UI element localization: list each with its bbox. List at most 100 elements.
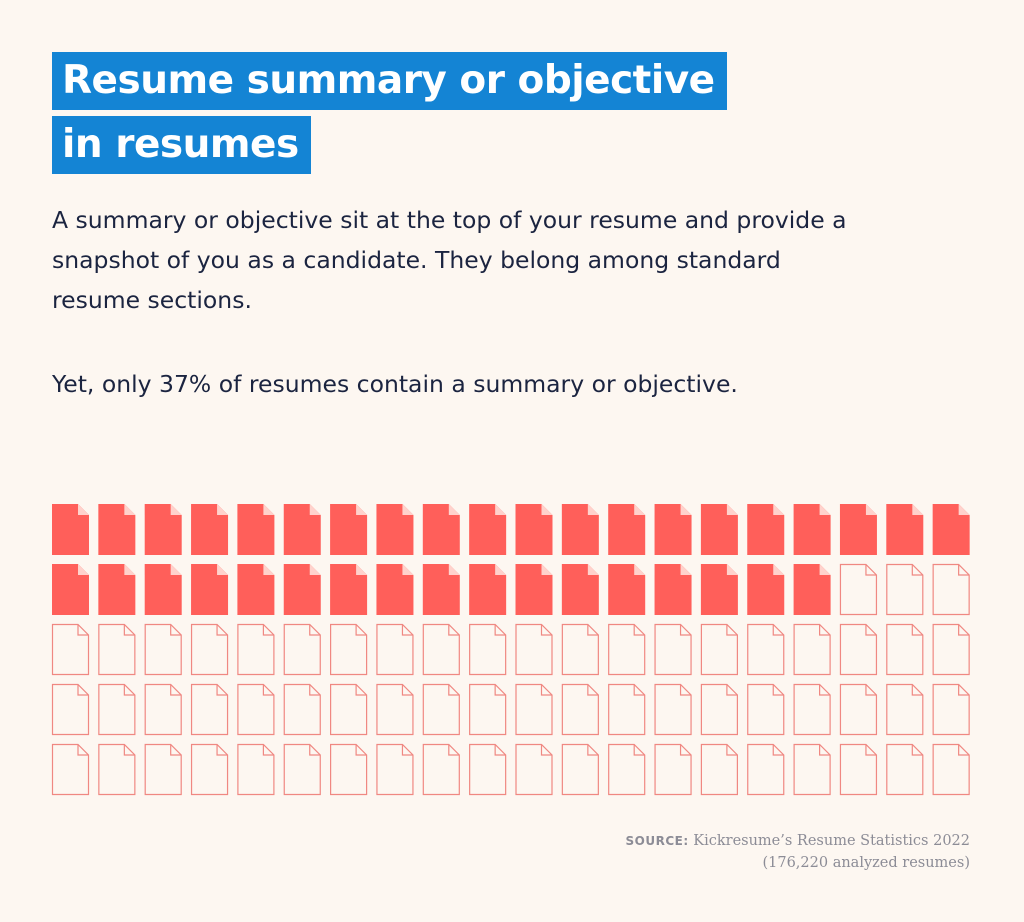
source-label: SOURCE: xyxy=(625,834,689,848)
document-icon-empty xyxy=(793,683,831,736)
document-icon-empty xyxy=(932,743,970,796)
document-icon-empty xyxy=(608,683,646,736)
document-icon-filled xyxy=(469,564,507,615)
document-icon-filled xyxy=(700,504,738,555)
document-icon-empty xyxy=(839,623,878,676)
document-icon-empty xyxy=(932,623,970,676)
document-icon-empty xyxy=(839,743,878,796)
document-icon-empty xyxy=(700,623,738,676)
document-icon-empty xyxy=(51,743,90,796)
document-icon-filled xyxy=(98,504,136,555)
document-icon-filled xyxy=(793,504,831,555)
document-icon-empty xyxy=(376,683,414,736)
document-icon-empty xyxy=(561,683,599,736)
document-icon-filled xyxy=(98,564,136,615)
document-icon-filled xyxy=(237,564,275,615)
document-icon-empty xyxy=(330,683,368,736)
document-icon-filled xyxy=(700,564,738,615)
stat-paragraph: Yet, only 37% of resumes contain a summa… xyxy=(52,370,738,398)
document-icon-empty xyxy=(515,743,553,796)
document-icon-empty xyxy=(747,683,785,736)
document-icon-filled xyxy=(886,504,924,555)
document-icon-empty xyxy=(654,743,692,796)
title-block: Resume summary or objective in resumes xyxy=(52,52,727,180)
document-icon-filled xyxy=(608,564,646,615)
description-paragraph: A summary or objective sit at the top of… xyxy=(52,206,847,314)
document-icon-empty xyxy=(515,623,553,676)
document-icon-empty xyxy=(330,743,368,796)
document-icon-empty xyxy=(237,683,275,736)
document-icon-filled xyxy=(469,504,507,555)
document-icon-empty xyxy=(932,683,970,736)
document-icon-empty xyxy=(608,623,646,676)
document-icon-empty xyxy=(700,743,738,796)
document-icon-empty xyxy=(886,743,924,796)
document-icon-filled xyxy=(515,504,553,555)
document-icon-empty xyxy=(144,683,182,736)
document-icon-empty xyxy=(561,743,599,796)
page-title-line-1: Resume summary or objective xyxy=(52,52,727,110)
page-title-line-2: in resumes xyxy=(52,116,311,174)
document-icon-empty xyxy=(190,623,229,676)
document-icon-empty xyxy=(700,683,738,736)
document-icon-filled xyxy=(747,564,785,615)
document-icon-filled xyxy=(747,504,785,555)
document-icon-empty xyxy=(886,683,924,736)
document-icon-filled xyxy=(561,564,599,615)
document-icon-empty xyxy=(839,683,878,736)
document-icon-empty xyxy=(283,743,321,796)
document-icon-filled xyxy=(283,564,321,615)
document-icon-empty xyxy=(608,743,646,796)
document-icon-empty xyxy=(330,623,368,676)
document-icon-filled xyxy=(654,504,692,555)
document-icon-filled xyxy=(654,564,692,615)
document-icon-filled xyxy=(561,504,599,555)
document-icon-empty xyxy=(422,743,460,796)
document-icon-empty xyxy=(422,623,460,676)
document-icon-filled xyxy=(608,504,646,555)
document-icon-empty xyxy=(654,623,692,676)
document-icon-filled xyxy=(376,564,414,615)
document-icon-empty xyxy=(283,683,321,736)
document-icon-filled xyxy=(932,504,970,555)
document-icon-empty xyxy=(190,683,229,736)
document-icon-filled xyxy=(144,504,182,555)
document-icon-empty xyxy=(144,623,182,676)
source-sample-note: (176,220 analyzed resumes) xyxy=(762,855,970,871)
document-icon-empty xyxy=(469,743,507,796)
document-icon-filled xyxy=(376,504,414,555)
document-icon-filled xyxy=(422,504,460,555)
document-icon-empty xyxy=(237,743,275,796)
document-icon-empty xyxy=(793,743,831,796)
document-icon-empty xyxy=(515,683,553,736)
document-icon-empty xyxy=(376,743,414,796)
document-icon-filled xyxy=(330,564,368,615)
document-icon-filled xyxy=(793,564,831,615)
document-icon-filled xyxy=(191,564,229,615)
document-icon-empty xyxy=(839,563,878,616)
document-icon-empty xyxy=(51,623,90,676)
document-icon-empty xyxy=(98,743,136,796)
document-icon-empty xyxy=(98,623,136,676)
document-icon-empty xyxy=(886,623,924,676)
document-icon-filled xyxy=(237,504,275,555)
document-icon-empty xyxy=(98,683,136,736)
document-icon-empty xyxy=(237,623,275,676)
document-icon-filled xyxy=(422,564,460,615)
document-icon-empty xyxy=(932,563,970,616)
document-icon-empty xyxy=(376,623,414,676)
document-icon-empty xyxy=(747,743,785,796)
document-icon-empty xyxy=(144,743,182,796)
source-text: Kickresume’s Resume Statistics 2022 xyxy=(693,833,970,849)
document-icon-empty xyxy=(747,623,785,676)
document-icon-empty xyxy=(190,743,229,796)
document-icon-filled xyxy=(839,504,877,555)
source-note: SOURCE: Kickresume’s Resume Statistics 2… xyxy=(626,830,970,874)
document-icon-empty xyxy=(51,683,90,736)
document-icon-filled xyxy=(191,504,229,555)
document-icon-empty xyxy=(469,623,507,676)
document-icon-empty xyxy=(561,623,599,676)
document-icon-filled xyxy=(283,504,321,555)
document-icon-empty xyxy=(654,683,692,736)
